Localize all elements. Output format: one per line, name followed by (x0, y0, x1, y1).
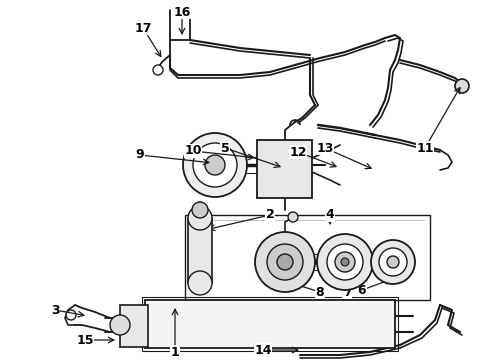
Circle shape (341, 258, 349, 266)
Text: 7: 7 (343, 285, 351, 298)
Circle shape (317, 234, 373, 290)
Text: 12: 12 (289, 145, 307, 158)
Text: 14: 14 (254, 343, 272, 356)
Text: 5: 5 (220, 141, 229, 154)
Text: 11: 11 (416, 141, 434, 154)
Bar (188, 218, 212, 283)
Text: 10: 10 (184, 144, 202, 158)
Text: 4: 4 (326, 208, 334, 221)
Circle shape (455, 79, 469, 93)
Circle shape (255, 232, 315, 292)
Circle shape (387, 256, 399, 268)
Circle shape (379, 248, 407, 276)
Circle shape (66, 310, 76, 320)
Circle shape (183, 133, 247, 197)
Text: 17: 17 (134, 22, 152, 35)
Circle shape (277, 254, 293, 270)
Circle shape (192, 202, 208, 218)
Circle shape (205, 155, 225, 175)
Bar (257, 140, 312, 198)
Circle shape (153, 65, 163, 75)
Text: 6: 6 (358, 284, 367, 297)
Circle shape (335, 252, 355, 272)
Circle shape (193, 143, 237, 187)
Text: 13: 13 (317, 141, 334, 154)
Circle shape (371, 240, 415, 284)
Circle shape (188, 206, 212, 230)
Text: 15: 15 (76, 333, 94, 346)
Bar (142, 297, 398, 351)
Circle shape (267, 244, 303, 280)
Bar (145, 300, 395, 348)
Circle shape (327, 244, 363, 280)
Bar (120, 305, 148, 347)
Text: 3: 3 (50, 303, 59, 316)
Text: 9: 9 (136, 148, 145, 162)
Circle shape (188, 271, 212, 295)
Text: 2: 2 (266, 208, 274, 221)
Text: 1: 1 (171, 346, 179, 359)
Circle shape (288, 212, 298, 222)
Circle shape (110, 315, 130, 335)
Text: 8: 8 (316, 285, 324, 298)
Text: 16: 16 (173, 5, 191, 18)
